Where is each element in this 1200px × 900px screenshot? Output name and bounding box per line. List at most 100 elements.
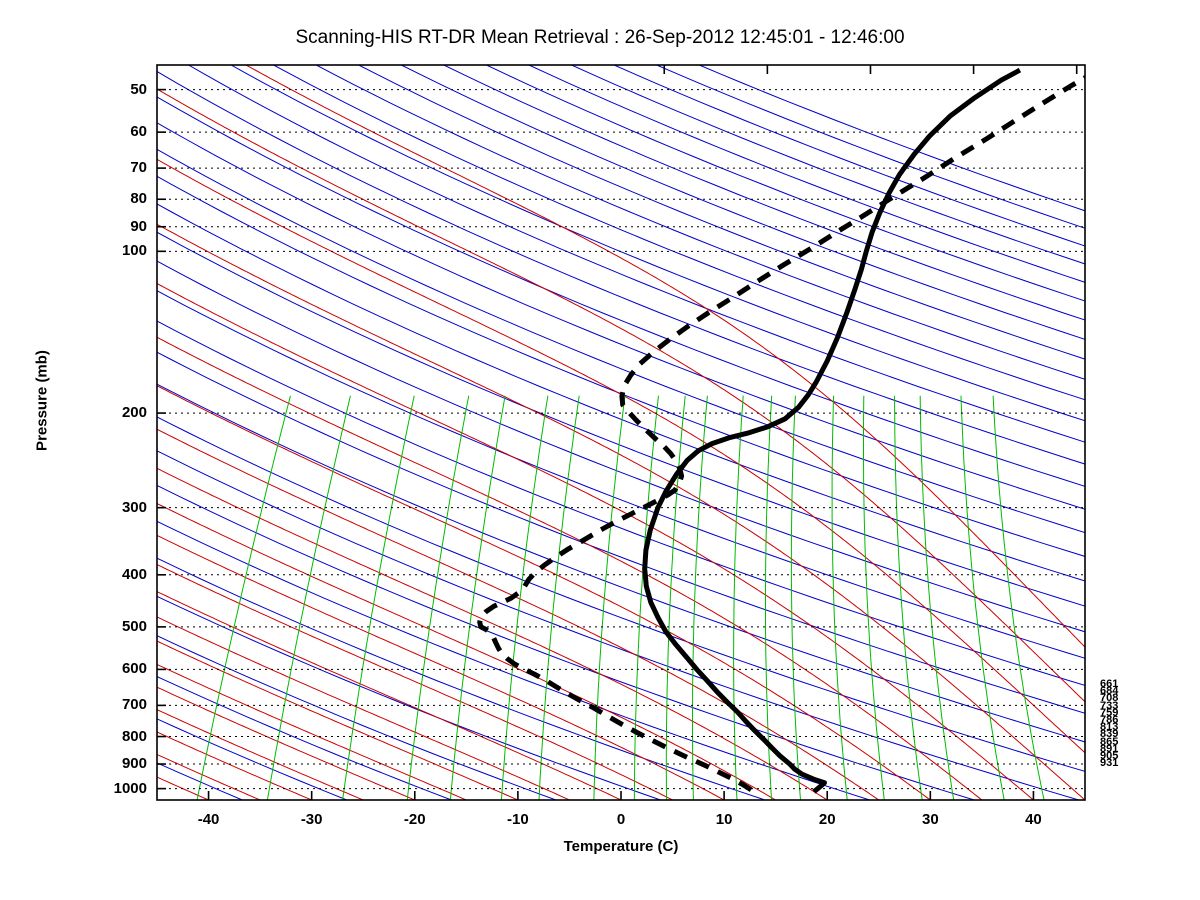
- x-tick-label: 40: [1025, 811, 1042, 828]
- y-tick-label: 400: [121, 565, 147, 583]
- mixing-ratio-line: [593, 395, 626, 800]
- moist-adiabat-line: [157, 158, 1085, 754]
- dry-adiabat-line: [486, 65, 1085, 302]
- x-tick-label: 10: [715, 811, 733, 828]
- dry-adiabat-line: [157, 450, 1079, 800]
- background-thermodynamic-lines: [0, 65, 1085, 800]
- y-tick-label: 900: [121, 755, 147, 773]
- y-tick-label: 50: [130, 80, 147, 98]
- dry-adiabat-line: [157, 260, 1085, 633]
- mixing-ratio-line: [406, 395, 470, 800]
- dry-adiabat-line: [315, 65, 1085, 380]
- y-tick-label: 600: [121, 660, 147, 678]
- x-tick-label: -10: [507, 811, 529, 828]
- dry-adiabat-line: [188, 65, 1085, 443]
- dry-adiabat-line: [157, 520, 870, 800]
- mixing-ratio-line: [449, 395, 506, 800]
- mixing-ratio-line: [831, 395, 848, 800]
- dewpoint-profile-line: [477, 74, 1085, 792]
- retrieval-level-label: 759: [1100, 706, 1119, 719]
- moist-adiabat-line: [157, 663, 467, 800]
- x-tick-label: -30: [300, 811, 323, 828]
- retrieval-level-label: 813: [1100, 721, 1119, 734]
- mixing-ratio-line: [765, 395, 773, 800]
- temperature-profile-line: [642, 67, 1022, 794]
- dry-adiabat-line: [443, 65, 1085, 321]
- moist-adiabat-line: [157, 336, 983, 800]
- y-tick-label: 300: [121, 498, 147, 516]
- moist-adiabat-line: [157, 591, 622, 800]
- dry-adiabat-line: [157, 557, 766, 800]
- retrieval-level-label: 786: [1100, 714, 1119, 726]
- y-tick-label: 1000: [113, 779, 147, 797]
- dry-adiabat-line: [157, 718, 347, 800]
- dry-adiabat-line: [157, 351, 1085, 714]
- dry-adiabat-line: [157, 383, 1085, 743]
- x-tick-label: 20: [818, 811, 836, 828]
- dry-adiabat-line: [157, 203, 1085, 582]
- dry-adiabat-line: [571, 65, 1085, 265]
- y-tick-label: 200: [121, 404, 147, 422]
- dry-adiabat-line: [157, 676, 452, 800]
- mixing-ratio-line: [196, 395, 291, 800]
- retrieval-level-label: 905: [1100, 750, 1119, 762]
- y-tick-label: 100: [121, 242, 147, 260]
- x-tick-label: -20: [403, 811, 426, 828]
- x-axis-title: Temperature (C): [563, 838, 679, 855]
- moist-adiabat-line: [157, 88, 1085, 703]
- moist-adiabat-line: [157, 564, 673, 800]
- y-tick-label: 60: [130, 123, 147, 141]
- moist-adiabat-line: [157, 534, 725, 800]
- dry-adiabat-line: [157, 290, 1085, 659]
- mixing-ratio-line: [266, 395, 351, 800]
- mixing-ratio-line: [665, 395, 686, 800]
- mixing-ratio-line: [733, 395, 744, 800]
- retrieval-level-label: 661: [1100, 678, 1119, 690]
- moist-adiabat-line: [157, 616, 570, 800]
- pressure-gridlines: [157, 89, 1085, 790]
- y-tick-label: 70: [130, 159, 147, 177]
- dry-adiabat-line: [358, 65, 1085, 360]
- axis-ticks: [157, 65, 1078, 800]
- dry-adiabat-line: [157, 595, 661, 800]
- dry-adiabat-line: [157, 122, 1085, 510]
- dry-adiabat-line: [273, 65, 1085, 401]
- retrieval-level-label: 865: [1100, 735, 1119, 748]
- x-tick-label: -40: [197, 811, 220, 828]
- moist-adiabat-line: [157, 223, 1085, 800]
- dry-adiabat-line: [157, 416, 1085, 772]
- retrieval-level-label: 733: [1100, 699, 1119, 712]
- mixing-ratio-line: [960, 395, 1005, 800]
- dry-adiabat-line: [157, 96, 1085, 487]
- x-tick-label: 0: [616, 811, 626, 828]
- dry-adiabat-line: [157, 175, 1085, 557]
- moist-adiabat-line: [157, 686, 415, 800]
- retrieval-level-label: 891: [1100, 742, 1119, 755]
- moist-adiabat-line: [0, 453, 2, 800]
- sounding-profiles: [477, 67, 1085, 794]
- retrieval-level-label: 839: [1100, 728, 1119, 741]
- mixing-ratio-line: [894, 395, 923, 800]
- mixing-ratio-line: [790, 395, 801, 800]
- y-tick-label: 80: [130, 190, 147, 208]
- dry-adiabat-line: [157, 635, 557, 800]
- mixing-ratio-line: [863, 395, 885, 800]
- page-title: Scanning-HIS RT-DR Mean Retrieval : 26-S…: [295, 27, 905, 48]
- moist-adiabat-line: [157, 467, 828, 800]
- mixing-ratio-line: [692, 395, 708, 800]
- retrieval-level-label: 931: [1100, 757, 1119, 770]
- dry-adiabat-line: [699, 65, 1085, 212]
- dry-adiabat-line: [0, 442, 33, 800]
- y-tick-label: 800: [121, 727, 147, 745]
- moist-adiabat-line: [157, 385, 931, 800]
- moist-adiabat-line: [157, 640, 519, 800]
- dry-adiabat-line: [157, 484, 975, 800]
- retrieval-level-label: 684: [1100, 685, 1119, 698]
- y-tick-label: 700: [121, 696, 147, 714]
- moist-adiabat-line: [157, 428, 880, 800]
- moist-adiabat-line: [157, 709, 364, 800]
- dry-adiabat-line: [613, 65, 1085, 247]
- y-tick-label: 90: [130, 217, 147, 235]
